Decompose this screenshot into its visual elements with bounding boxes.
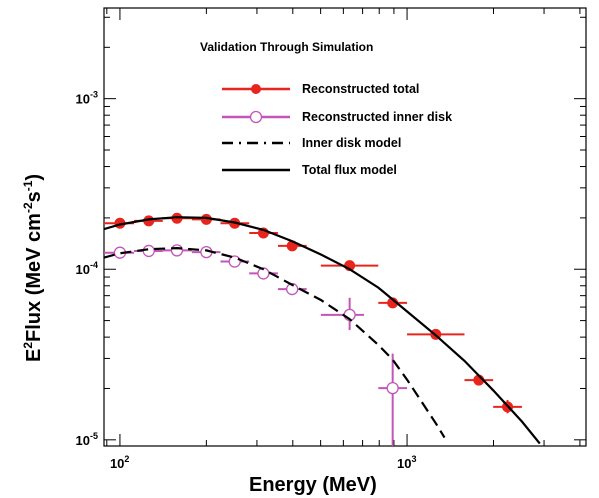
series-total-flux-model: [104, 216, 541, 445]
y-tick-label-exp: -4: [90, 260, 98, 270]
y-tick-label: 10-3: [76, 90, 98, 107]
y-label-suffix: ): [23, 174, 45, 181]
x-tick-label-exp: 3: [412, 454, 417, 464]
data-point: [170, 244, 184, 257]
y-tick-label: 10-4: [76, 260, 98, 277]
series-inner-disk-model: [104, 246, 446, 439]
x-tick-label-base: 10: [110, 456, 124, 471]
x-tick-label: 102: [110, 454, 129, 471]
series-reconstructed-total: [104, 212, 522, 414]
y-tick-label: 10-5: [76, 431, 98, 448]
y-axis-label: E2Flux (MeV cm-2s-1): [21, 174, 45, 362]
legend-label: Reconstructed total: [302, 82, 419, 96]
data-point: [142, 244, 155, 258]
legend-item: Total flux model: [222, 163, 397, 177]
y-tick-label-base: 10: [76, 262, 90, 277]
y-label-prefix: E: [23, 349, 45, 362]
axis-ticks: [104, 8, 586, 446]
y-label-mid: Flux (MeV cm: [23, 213, 45, 342]
y-tick-label-base: 10: [76, 92, 90, 107]
y-label-sup2: -2: [21, 202, 35, 213]
y-tick-label-exp: -3: [90, 90, 98, 100]
legend-item: Reconstructed inner disk: [222, 110, 452, 124]
series-layer: [104, 212, 541, 446]
plot-frame: [103, 7, 587, 447]
legend-marker: [251, 84, 261, 94]
y-tick-label-base: 10: [76, 433, 90, 448]
x-tick-label-exp: 2: [124, 454, 129, 464]
series-line: [104, 216, 541, 445]
y-label-mid2: s: [23, 191, 45, 202]
x-tick-label: 103: [397, 454, 416, 471]
series-line: [104, 246, 446, 439]
data-point: [228, 255, 241, 268]
legend-label: Reconstructed inner disk: [302, 110, 452, 124]
data-point: [286, 282, 299, 296]
data-point: [386, 381, 399, 395]
legend-marker: [249, 110, 263, 124]
y-label-sup3: -1: [21, 180, 35, 191]
legend-label: Inner disk model: [302, 136, 401, 150]
legend-item: Inner disk model: [222, 136, 401, 150]
y-label-sup1: 2: [21, 342, 35, 349]
legend: Reconstructed total Reconstructed inner d…: [222, 82, 452, 177]
x-axis-label: Energy (MeV): [249, 474, 377, 496]
legend-item: Reconstructed total: [222, 82, 419, 96]
y-tick-label-exp: -5: [90, 431, 98, 441]
x-tick-label-base: 10: [397, 456, 411, 471]
series-reconstructed-inner-disk: [104, 244, 408, 446]
chart-title: Validation Through Simulation: [200, 40, 373, 54]
legend-label: Total flux model: [302, 163, 397, 177]
